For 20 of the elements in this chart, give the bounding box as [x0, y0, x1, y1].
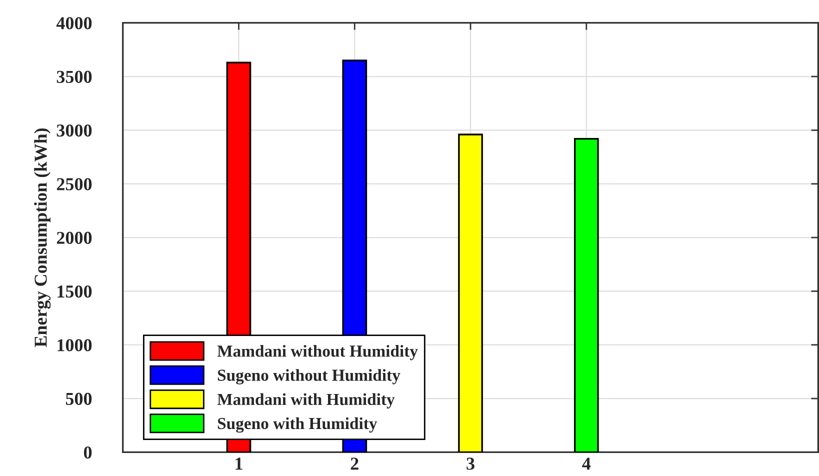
x-tick-label: 1: [236, 458, 242, 470]
x-tick-label: 2: [350, 458, 358, 470]
y-tick-label: 1500: [58, 285, 92, 298]
y-tick-label: 4000: [56, 17, 92, 30]
y-tick-label: 0: [84, 446, 92, 459]
legend-label: Mamdani without Humidity: [217, 345, 418, 360]
legend-label: Mamdani with Humidity: [217, 393, 395, 408]
y-axis-title: Energy Consumption (kWh): [34, 128, 51, 348]
legend-label: Sugeno without Humidity: [218, 369, 400, 384]
bar: [574, 138, 599, 452]
x-tick-label: 4: [582, 458, 591, 470]
y-tick-label: 2500: [56, 178, 92, 190]
y-tick-label: 3500: [56, 70, 92, 83]
y-tick-label: 1000: [58, 339, 92, 352]
legend-label: Sugeno with Humidity: [218, 417, 378, 433]
x-tick-label: 3: [466, 458, 474, 470]
y-tick-label: 2000: [56, 232, 92, 244]
y-tick-label: 500: [66, 392, 92, 405]
y-tick-label: 3000: [56, 124, 92, 137]
bar: [458, 134, 483, 452]
